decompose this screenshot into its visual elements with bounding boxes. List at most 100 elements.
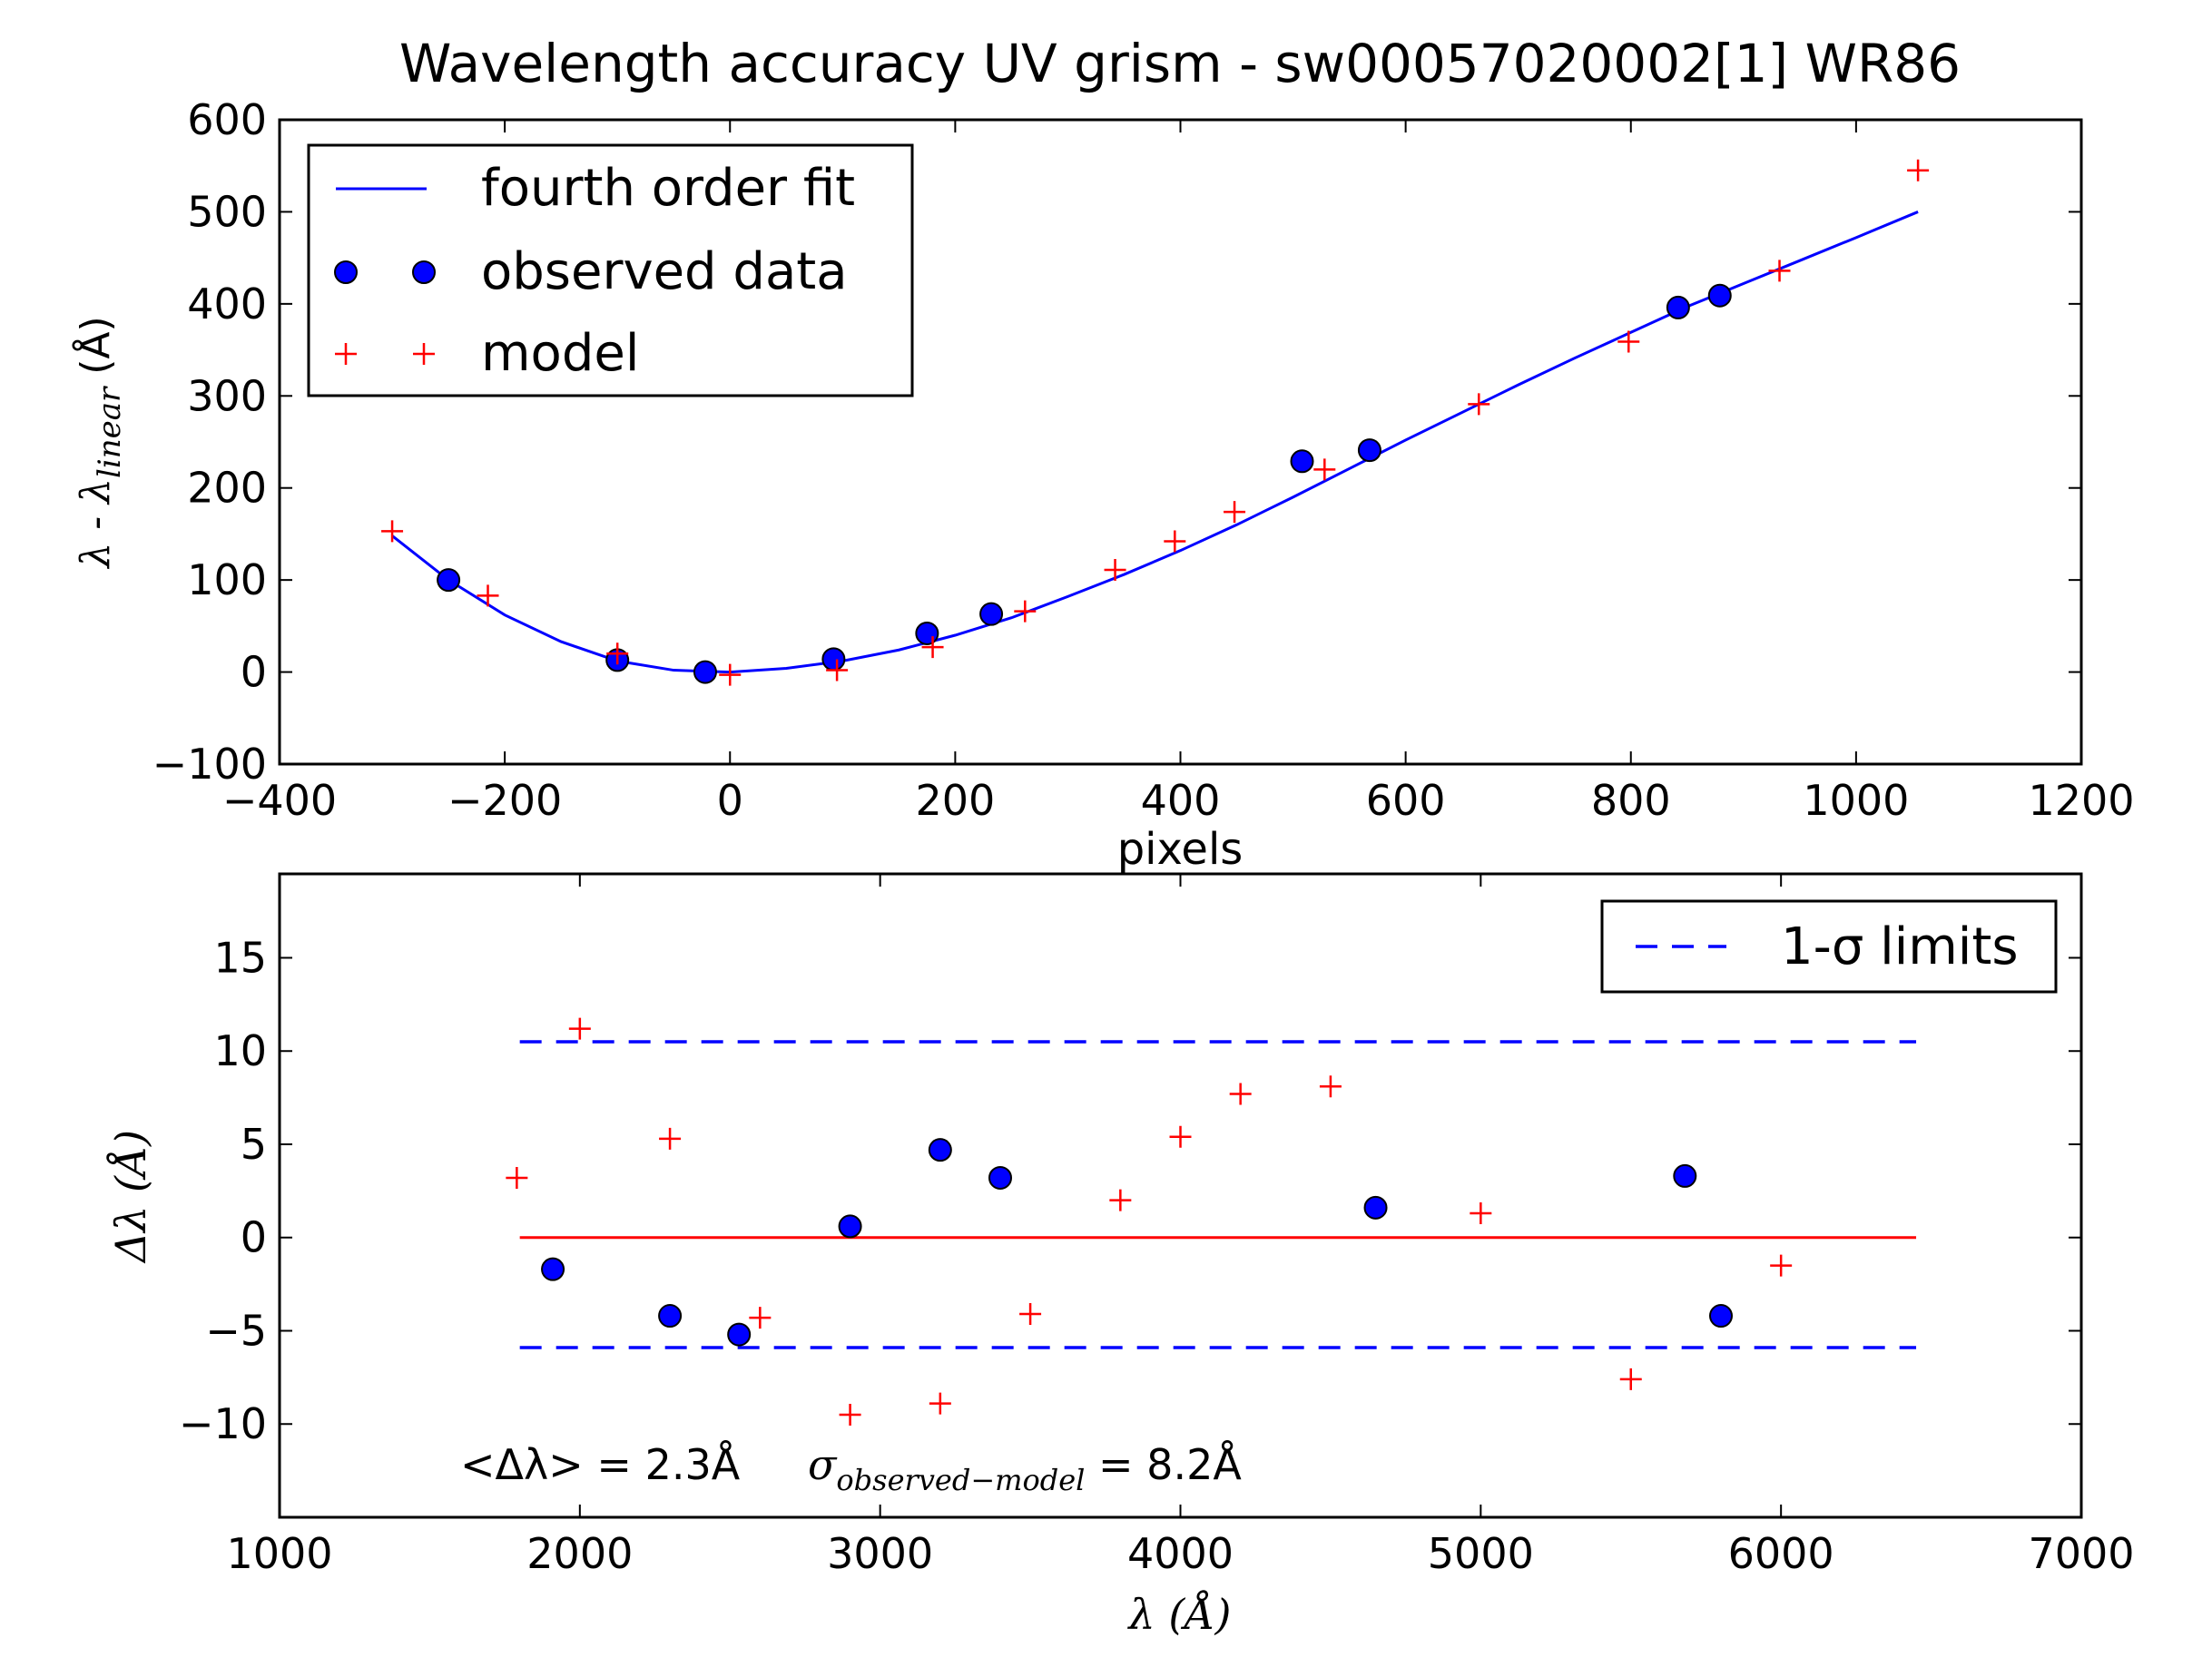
data-point-circle (437, 568, 461, 593)
legend-label-sigma: 1-σ limits (1781, 917, 2019, 976)
data-point-plus (659, 1127, 682, 1150)
x-tick-label: 800 (1591, 776, 1671, 825)
x-tick-label: −200 (447, 776, 562, 825)
top-legend: fourth order fit observed data model (307, 143, 914, 397)
data-point-plus (1019, 1303, 1042, 1325)
legend-plus-sample (335, 343, 357, 365)
data-point-plus (568, 1017, 591, 1040)
top-y-axis-label-tail: (Å) (71, 316, 119, 387)
data-point-plus (839, 1403, 861, 1426)
x-tick-label: 7000 (2028, 1529, 2134, 1578)
data-point-plus (921, 636, 944, 659)
x-tick-label: 600 (1366, 776, 1446, 825)
bottom-chart: 1000 2000 3000 4000 5000 6000 7000−10−5051015 … (105, 872, 2135, 1639)
data-point-circle (541, 1257, 565, 1281)
x-tick-label: 3000 (827, 1529, 933, 1578)
data-point-circle (693, 660, 717, 684)
top-plot-area (381, 159, 1930, 686)
x-tick-label: 1200 (2028, 776, 2134, 825)
y-tick-label: 100 (187, 555, 267, 604)
bottom-x-axis-label: λ (Å) (1127, 1589, 1232, 1639)
data-point-plus (1319, 1075, 1342, 1098)
data-point-plus (1104, 558, 1126, 581)
y-tick-label: 0 (241, 1213, 267, 1262)
data-point-plus (1770, 1254, 1793, 1277)
data-point-plus (1768, 260, 1791, 282)
series-line (391, 211, 1919, 674)
data-point-circle (988, 1165, 1012, 1190)
bottom-y-axis-label: Δλ (Å) (105, 1130, 155, 1264)
data-point-plus (929, 1392, 951, 1415)
data-point-circle (979, 602, 1004, 626)
data-point-plus (381, 520, 404, 543)
data-point-circle (821, 647, 846, 672)
y-tick-label: 400 (187, 279, 267, 328)
bottom-ticks: 1000 2000 3000 4000 5000 6000 7000 −10 −5 0 5 10 15 (179, 874, 2135, 1578)
sigma-value: = 8.2Å (1085, 1440, 1242, 1489)
data-point-plus (749, 1307, 772, 1329)
x-tick-label: 400 (1141, 776, 1221, 825)
y-tick-label: −10 (179, 1399, 267, 1448)
chart-title: Wavelength accuracy UV grism - sw0005702… (399, 33, 1961, 94)
x-tick-label: 2000 (526, 1529, 633, 1578)
data-point-plus (1229, 1083, 1252, 1105)
y-tick-label: 10 (213, 1026, 267, 1075)
legend-label-model: model (481, 324, 639, 383)
sigma-symbol: σ (808, 1440, 838, 1489)
top-x-axis-label: pixels (1117, 824, 1244, 875)
top-legend-box (307, 143, 914, 397)
legend-plus-sample (413, 343, 435, 365)
y-tick-label: −5 (205, 1306, 267, 1355)
data-point-plus (1313, 458, 1336, 481)
x-tick-label: 6000 (1728, 1529, 1834, 1578)
y-tick-label: 600 (187, 95, 267, 144)
data-point-plus (1014, 600, 1037, 623)
x-tick-label: 200 (915, 776, 995, 825)
data-point-plus (606, 642, 629, 665)
x-tick-label: 1000 (226, 1529, 332, 1578)
data-point-circle (727, 1322, 752, 1347)
y-tick-label: 500 (187, 187, 267, 236)
data-point-plus (477, 584, 499, 607)
top-ticks: −400 −200 0 200 400 600 800 1000 1200 −100 0 100 200… (152, 95, 2135, 825)
data-point-circle (1363, 1195, 1388, 1220)
data-point-circle (1709, 1304, 1733, 1329)
legend-circle-sample (412, 260, 436, 284)
x-tick-label: −400 (222, 776, 337, 825)
top-chart: Wavelength accuracy UV grism - sw0005702… (71, 33, 2135, 875)
data-point-plus (826, 659, 849, 682)
data-point-circle (1673, 1163, 1697, 1188)
data-point-plus (506, 1166, 528, 1189)
data-point-circle (915, 621, 939, 645)
data-point-plus (1617, 330, 1640, 353)
y-tick-label: 0 (241, 648, 267, 697)
sigma-subscript: observed−model (836, 1463, 1085, 1497)
bottom-legend: 1-σ limits (1600, 899, 2058, 994)
legend-label-fit: fourth order fit (481, 159, 855, 218)
top-y-axis-label: λ - λlinear (Å) (71, 316, 128, 569)
data-point-circle (1357, 438, 1381, 463)
x-tick-label: 4000 (1127, 1529, 1234, 1578)
bottom-plot-area (506, 1017, 1917, 1426)
legend-label-observed: observed data (481, 242, 848, 301)
data-point-plus (1468, 393, 1490, 416)
mean-offset-text: <Δλ> = 2.3Å (460, 1440, 741, 1489)
data-point-plus (1164, 530, 1186, 553)
data-point-circle (928, 1138, 952, 1162)
data-point-circle (838, 1214, 862, 1239)
legend-circle-sample (334, 260, 358, 284)
data-point-plus (1907, 159, 1930, 181)
x-tick-label: 5000 (1428, 1529, 1534, 1578)
data-point-plus (1224, 501, 1246, 524)
y-tick-label: 300 (187, 371, 267, 420)
sigma-text: σobserved−model = 8.2Å (808, 1440, 1242, 1497)
top-y-axis-label-sub: linear (92, 386, 128, 478)
data-point-plus (1109, 1189, 1132, 1211)
data-point-plus (1470, 1202, 1492, 1225)
data-point-circle (1666, 295, 1690, 319)
statistics-annotation: <Δλ> = 2.3Å σobserved−model = 8.2Å (460, 1440, 1242, 1497)
data-point-plus (1169, 1125, 1192, 1148)
y-tick-label: −100 (152, 740, 267, 789)
data-point-circle (1290, 449, 1314, 474)
